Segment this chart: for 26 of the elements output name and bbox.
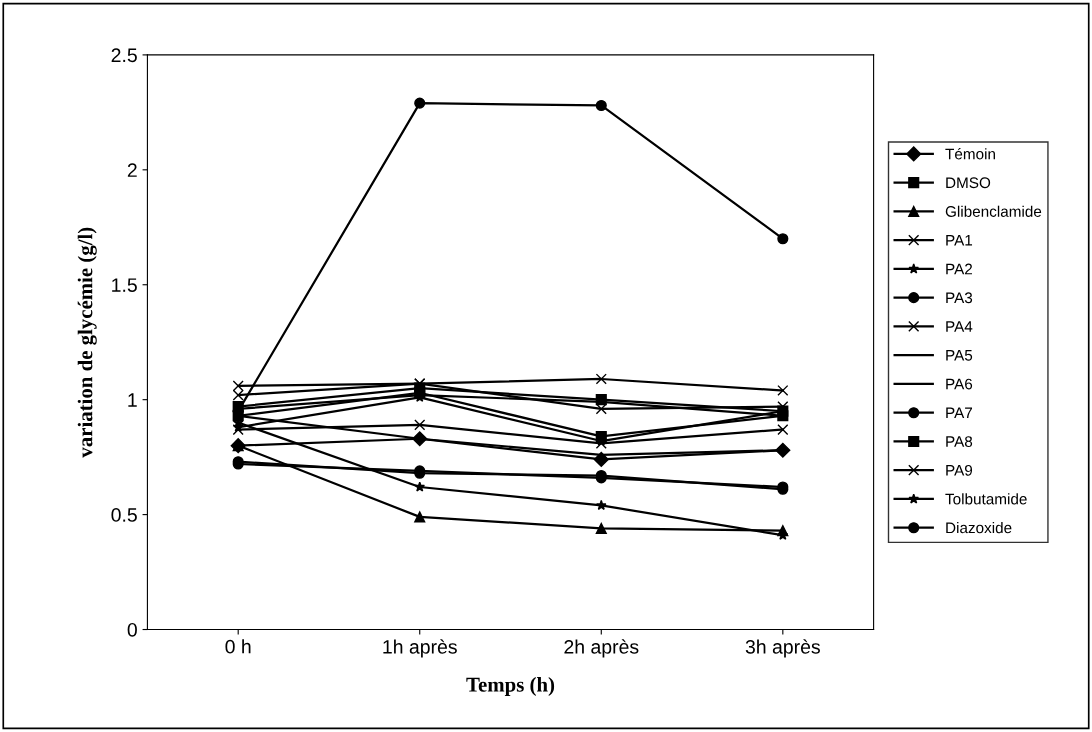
x-tick-label: 2h après	[564, 639, 639, 658]
legend-label: PA3	[946, 292, 973, 304]
x-tick-label: 3h après	[745, 639, 820, 658]
legend-label: PA2	[946, 263, 973, 275]
legend-label: Témoin	[945, 148, 995, 160]
legend-label: Diazoxide	[946, 522, 1012, 534]
legend-label: PA6	[946, 378, 973, 390]
legend-label: Glibenclamide	[945, 205, 1042, 217]
y-tick-label: 1.5	[112, 278, 137, 292]
legend-label: PA8	[946, 436, 973, 447]
legend-label: PA1	[946, 235, 973, 246]
legend-label: PA9	[946, 464, 973, 476]
y-axis-title: variation de glycémie (g/l)	[77, 227, 97, 458]
x-tick-label: 1h après	[383, 639, 457, 658]
y-tick-label: 0	[127, 622, 137, 637]
x-axis-title: Temps (h)	[466, 677, 555, 696]
y-tick-label: 0.5	[111, 508, 137, 522]
legend-label: DMSO	[946, 177, 991, 189]
legend-label: PA5	[946, 350, 973, 361]
x-tick-label: 0 h	[225, 639, 251, 654]
y-tick-label: 2	[127, 163, 137, 177]
y-tick-label: 2.5	[111, 48, 137, 63]
y-tick-label: 1	[128, 393, 137, 407]
legend-label: Tolbutamide	[945, 493, 1027, 505]
legend-label: PA7	[946, 407, 973, 419]
legend-label: PA4	[946, 321, 973, 332]
